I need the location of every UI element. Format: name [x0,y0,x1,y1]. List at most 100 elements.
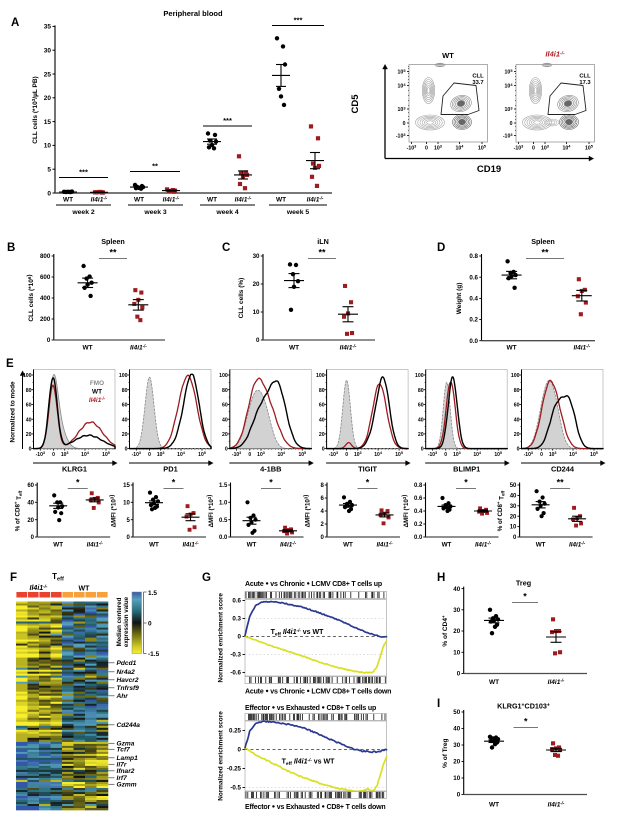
svg-text:0.4: 0.4 [414,509,423,515]
svg-text:100: 100 [415,373,424,379]
svg-text:WT: WT [489,679,499,686]
svg-text:104: 104 [473,451,482,458]
svg-text:40: 40 [453,586,460,593]
svg-text:% of CD8+ Teff: % of CD8+ Teff [496,490,505,531]
svg-text:80: 80 [222,388,228,394]
svg-text:0: 0 [425,146,428,152]
svg-text:ΔMFI (*103): ΔMFI (*103) [109,495,118,528]
svg-text:Il7r: Il7r [117,762,127,769]
svg-text:104: 104 [569,451,578,458]
svg-text:104: 104 [398,82,407,90]
svg-text:Irf7: Irf7 [117,775,128,782]
svg-text:Tcf7: Tcf7 [117,747,131,754]
svg-text:Ahr: Ahr [116,693,129,700]
svg-text:30: 30 [453,607,460,614]
svg-text:Il4i1-/-: Il4i1-/- [475,541,492,549]
svg-text:105: 105 [590,451,598,458]
svg-text:TIGIT: TIGIT [358,465,377,474]
svg-text:50: 50 [453,709,460,716]
svg-text:105: 105 [478,144,487,152]
svg-text:Normalized enrichment score: Normalized enrichment score [218,593,225,683]
svg-text:Il4i1-/-: Il4i1-/- [307,196,324,204]
svg-text:week 3: week 3 [143,209,167,216]
svg-text:Il4i1-/-: Il4i1-/- [182,541,199,549]
svg-text:60: 60 [26,403,32,409]
svg-text:40: 40 [514,417,520,423]
svg-text:WT: WT [247,542,257,549]
svg-text:**: ** [318,248,326,258]
svg-text:60: 60 [514,403,520,409]
svg-text:Il4i1-/-: Il4i1-/- [130,344,147,352]
svg-text:0: 0 [517,447,520,453]
svg-text:WT: WT [53,542,63,549]
svg-text:WT: WT [276,197,286,204]
svg-text:0.0: 0.0 [414,535,423,541]
svg-text:Effector ● vs Exhausted ● CD: Effector ● vs Exhausted ● CD8+ T cells d… [245,804,385,811]
svg-text:0: 0 [47,337,51,344]
svg-text:Normalized to mode: Normalized to mode [10,381,17,443]
svg-text:103: 103 [505,105,514,113]
svg-text:CLL: CLL [579,74,591,80]
svg-text:5: 5 [126,518,130,524]
svg-text:Il4i1-/-: Il4i1-/- [235,196,252,204]
svg-text:Il4i1-/-: Il4i1-/- [280,541,297,549]
svg-text:**: ** [541,248,549,258]
svg-text:Teff Il4i1-/- vs WT: Teff Il4i1-/- vs WT [271,628,324,637]
svg-text:WT: WT [63,197,73,204]
svg-text:Gzma: Gzma [117,741,135,748]
svg-text:CLL cells (%): CLL cells (%) [238,278,245,319]
svg-text:15: 15 [123,483,130,489]
svg-text:0.2: 0.2 [414,522,423,528]
svg-text:105: 105 [585,144,594,152]
svg-text:-0.25: -0.25 [227,766,242,773]
svg-text:KLRG1: KLRG1 [62,465,87,474]
svg-text:10: 10 [123,500,130,506]
svg-text:*: * [524,717,528,727]
svg-text:Gzmm: Gzmm [117,782,137,789]
svg-text:0: 0 [29,447,32,453]
svg-text:104: 104 [81,451,90,458]
svg-text:-103: -103 [396,132,407,140]
svg-text:0.5: 0.5 [219,518,228,524]
svg-text:0: 0 [540,452,543,458]
svg-text:A: A [11,17,19,29]
svg-text:4-1BB: 4-1BB [260,465,281,474]
svg-text:% of CD4+: % of CD4+ [441,615,449,647]
svg-text:0: 0 [345,452,348,458]
svg-text:80: 80 [514,388,520,394]
svg-text:100: 100 [511,373,520,379]
svg-text:80: 80 [26,388,32,394]
svg-text:Effector ● vs Exhausted ● C: Effector ● vs Exhausted ● CD8+ T cells u… [245,705,376,712]
svg-text:400: 400 [40,295,51,302]
svg-text:60: 60 [27,483,34,489]
svg-text:H: H [437,572,445,584]
svg-text:expression value: expression value [123,596,130,647]
svg-text:BLIMP1: BLIMP1 [453,465,480,474]
svg-text:Il4i1-/-: Il4i1-/- [545,50,565,59]
svg-text:10: 10 [44,143,52,150]
svg-text:80: 80 [418,388,424,394]
svg-text:Il4i1-/-: Il4i1-/- [548,678,565,686]
svg-text:0: 0 [256,337,260,344]
svg-text:100: 100 [219,373,228,379]
svg-text:CLL cells (*106): CLL cells (*106) [26,274,35,321]
svg-text:40: 40 [510,494,517,500]
svg-text:800: 800 [40,253,51,260]
svg-text:Median centered: Median centered [116,597,123,646]
svg-text:**: ** [152,162,158,171]
svg-text:10: 10 [510,525,517,531]
svg-text:0.3: 0.3 [232,616,241,623]
svg-text:Havcr2: Havcr2 [117,677,139,684]
svg-text:WT: WT [536,542,546,549]
svg-text:Cd244a: Cd244a [117,722,141,729]
svg-text:*: * [172,478,176,488]
svg-text:103: 103 [354,451,362,458]
svg-text:***: *** [223,116,232,125]
svg-text:30: 30 [510,504,517,510]
svg-text:103: 103 [61,451,69,458]
svg-text:17.3: 17.3 [579,80,591,86]
svg-text:105: 105 [398,68,407,76]
svg-text:Acute ● vs Chronic ● LCMV C: Acute ● vs Chronic ● LCMV CD8+ T cells u… [245,581,382,588]
svg-text:0: 0 [421,447,424,453]
svg-text:Il4i1-/-: Il4i1-/- [569,541,586,549]
